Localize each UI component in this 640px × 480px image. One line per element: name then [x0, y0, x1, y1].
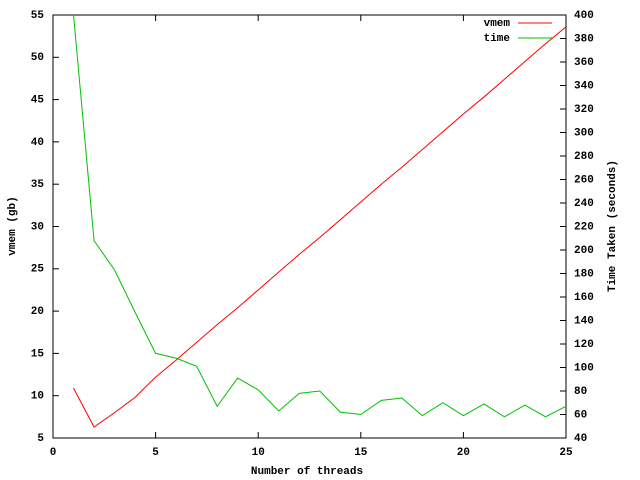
- y2-tick-label: 280: [574, 151, 594, 163]
- y-tick-label: 10: [31, 391, 44, 403]
- y2-tick-label: 80: [574, 386, 587, 398]
- y2-tick-label: 360: [574, 57, 594, 69]
- y2-tick-label: 320: [574, 104, 594, 116]
- y2-tick-label: 380: [574, 33, 594, 45]
- y2-tick-label: 200: [574, 245, 594, 257]
- y2-tick-label: 220: [574, 221, 594, 233]
- series-line: [73, 14, 567, 418]
- y-tick-label: 25: [31, 264, 45, 276]
- legend-label: time: [484, 33, 511, 45]
- y-tick-label: 5: [37, 433, 44, 445]
- y-tick-label: 50: [31, 52, 44, 64]
- x-axis-label: Number of threads: [251, 466, 363, 478]
- y2-tick-label: 340: [574, 80, 594, 92]
- x-tick-label: 10: [252, 447, 265, 459]
- y2-tick-label: 240: [574, 198, 594, 210]
- y2-tick-label: 160: [574, 292, 594, 304]
- y2-tick-label: 100: [574, 362, 594, 374]
- y-tick-label: 35: [31, 179, 45, 191]
- y2-tick-label: 400: [574, 10, 594, 22]
- y-tick-label: 55: [31, 10, 45, 22]
- y2-tick-label: 60: [574, 409, 587, 421]
- y-tick-label: 20: [31, 306, 44, 318]
- y2-tick-label: 120: [574, 339, 594, 351]
- y-axis-label: vmem (gb): [7, 196, 19, 255]
- y2-tick-label: 300: [574, 127, 594, 139]
- x-tick-label: 5: [152, 447, 159, 459]
- y2-tick-label: 260: [574, 174, 594, 186]
- legend-label: vmem: [484, 18, 511, 30]
- y2-tick-label: 40: [574, 433, 587, 445]
- y2-axis-label: Time Taken (seconds): [607, 160, 619, 292]
- y2-tick-label: 180: [574, 268, 594, 280]
- x-tick-label: 0: [50, 447, 57, 459]
- x-tick-label: 25: [559, 447, 573, 459]
- y-tick-label: 40: [31, 137, 44, 149]
- y-tick-label: 45: [31, 95, 45, 107]
- plot-border: [52, 14, 567, 439]
- series-line: [73, 26, 567, 428]
- y-tick-label: 15: [31, 348, 45, 360]
- y2-tick-label: 140: [574, 315, 594, 327]
- x-tick-label: 20: [457, 447, 470, 459]
- x-tick-label: 15: [354, 447, 368, 459]
- y-tick-label: 30: [31, 221, 44, 233]
